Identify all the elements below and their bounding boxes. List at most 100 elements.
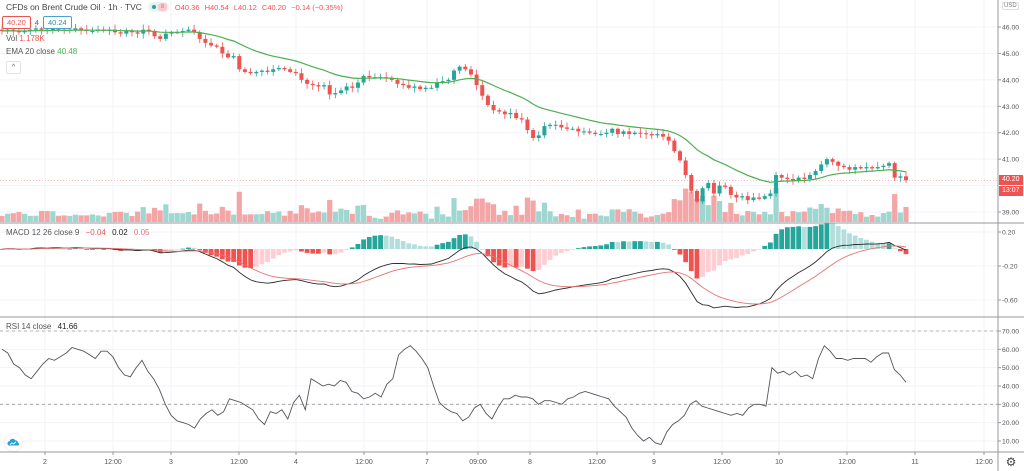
- candle-body: [853, 167, 858, 170]
- candle-body: [678, 151, 682, 161]
- volume-bar: [773, 188, 779, 222]
- macd-histogram-bar: [728, 249, 734, 260]
- volume-bar: [191, 214, 197, 222]
- volume-bar: [428, 218, 434, 222]
- volume-bar: [654, 214, 660, 222]
- candle-body: [819, 164, 824, 172]
- rsi-legend[interactable]: RSI 14 close 41.66: [6, 322, 78, 331]
- volume-bar: [700, 195, 706, 222]
- volume-bar: [106, 212, 112, 222]
- candle-body: [355, 82, 360, 88]
- macd-histogram-bar: [67, 248, 73, 250]
- macd-histogram-bar: [84, 249, 90, 250]
- volume-legend[interactable]: Vol 1.178K: [6, 34, 45, 43]
- time-axis-label: 2: [43, 459, 47, 466]
- volume-bar: [863, 216, 870, 222]
- volume-bar: [440, 214, 446, 222]
- macd-histogram-bar: [655, 241, 660, 249]
- ema-legend[interactable]: EMA 20 close 40.48: [6, 47, 77, 56]
- market-open-icon: [149, 3, 158, 11]
- rsi-axis-label: 20.00: [1002, 420, 1019, 427]
- macd-histogram-bar: [881, 243, 886, 249]
- volume-bar: [829, 213, 836, 222]
- volume-bar: [33, 215, 39, 222]
- volume-bar: [276, 211, 282, 222]
- candle-body: [271, 69, 276, 72]
- macd-histogram-bar: [462, 234, 468, 249]
- volume-bar: [242, 214, 248, 222]
- candle-body: [259, 70, 264, 72]
- ema-label: EMA 20 close: [6, 47, 55, 56]
- volume-bar: [95, 215, 101, 222]
- market-status[interactable]: ≡: [147, 2, 169, 12]
- volume-bar: [89, 214, 95, 222]
- volume-bar: [394, 210, 401, 222]
- candle-body: [841, 165, 846, 168]
- rsi-axis-label: 10.00: [1002, 438, 1019, 445]
- candle-body: [802, 177, 807, 179]
- candle-body: [152, 30, 157, 37]
- candle-body: [50, 28, 55, 31]
- macd-histogram-bar: [236, 249, 242, 266]
- macd-histogram-bar: [468, 236, 474, 249]
- currency-label[interactable]: USD: [1002, 2, 1019, 10]
- candle-body: [457, 66, 462, 71]
- candle-body: [683, 160, 688, 176]
- price-axis-label: 42.00: [1002, 130, 1019, 137]
- candle-body: [553, 124, 558, 126]
- price-axis-label: 43.00: [1002, 104, 1019, 111]
- volume-bar: [231, 214, 237, 222]
- macd-histogram-bar: [270, 249, 276, 259]
- macd-histogram-bar: [530, 249, 536, 272]
- volume-bar: [875, 216, 881, 222]
- volume-bar: [553, 216, 559, 222]
- volume-bar: [519, 214, 525, 222]
- candle-body: [723, 185, 728, 187]
- macd-histogram-bar: [525, 249, 530, 269]
- volume-bar: [78, 215, 84, 222]
- candle-body: [830, 159, 835, 162]
- trade-buttons: 40.20 4 40.24: [2, 16, 72, 29]
- candle-body: [796, 177, 801, 181]
- macd-histogram-bar: [688, 249, 694, 272]
- macd-histogram-bar: [564, 249, 570, 251]
- volume-bar: [0, 216, 5, 222]
- candle-body: [276, 67, 281, 70]
- candle-body: [807, 175, 812, 179]
- candle-body: [751, 197, 756, 201]
- volume-bar: [259, 214, 265, 222]
- settings-button[interactable]: ⚙: [1004, 455, 1018, 469]
- candle-body: [423, 87, 428, 90]
- volume-bar: [649, 216, 655, 222]
- macd-histogram-bar: [587, 246, 592, 249]
- volume-bar: [801, 211, 807, 222]
- candle-body: [293, 71, 298, 74]
- sell-button[interactable]: 40.20: [2, 16, 31, 29]
- candle-body: [813, 171, 818, 176]
- candle-body: [322, 85, 327, 87]
- ohlc-close: C40.20: [261, 2, 287, 12]
- symbol-title[interactable]: CFDs on Brent Crude Oil · 1h · TVC: [6, 2, 142, 12]
- buy-button[interactable]: 40.24: [42, 16, 72, 29]
- macd-histogram-bar: [383, 235, 389, 249]
- macd-histogram-bar: [349, 247, 355, 249]
- macd-histogram-bar: [875, 242, 881, 249]
- volume-bar: [660, 213, 666, 222]
- macd-histogram-bar: [660, 242, 666, 249]
- volume-bar: [157, 210, 163, 222]
- candle-body: [745, 196, 750, 201]
- time-axis-label: 12:00: [230, 459, 248, 466]
- volume-bar: [547, 211, 553, 222]
- tradingview-logo[interactable]: [5, 434, 22, 451]
- macd-histogram-bar: [858, 238, 864, 249]
- candle-body: [333, 93, 338, 95]
- macd-histogram-bar: [406, 243, 412, 249]
- macd-histogram-bar: [694, 249, 700, 279]
- macd-histogram-bar: [796, 226, 802, 249]
- macd-histogram-bar: [293, 249, 299, 251]
- collapse-legend-button[interactable]: ^: [6, 61, 21, 74]
- volume-bar: [72, 214, 79, 222]
- macd-histogram-bar: [508, 249, 513, 268]
- macd-legend[interactable]: MACD 12 26 close 9 −0.04 0.02 0.05: [6, 228, 149, 237]
